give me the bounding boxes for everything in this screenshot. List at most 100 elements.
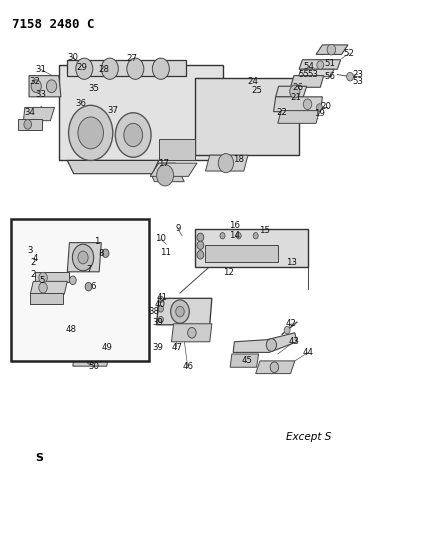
Circle shape — [158, 296, 163, 303]
Circle shape — [116, 113, 151, 157]
Text: 27: 27 — [127, 54, 138, 63]
Circle shape — [327, 44, 336, 55]
Text: 6: 6 — [90, 281, 95, 290]
Text: 18: 18 — [233, 155, 244, 164]
Text: 50: 50 — [89, 362, 100, 370]
Text: 16: 16 — [229, 221, 240, 230]
Text: 2: 2 — [30, 258, 36, 266]
Text: 39: 39 — [152, 343, 163, 352]
Text: 12: 12 — [223, 268, 235, 277]
Text: 28: 28 — [99, 64, 110, 74]
Text: 38: 38 — [148, 307, 159, 316]
Text: 19: 19 — [314, 109, 325, 118]
Circle shape — [171, 300, 189, 323]
Text: 29: 29 — [76, 63, 87, 72]
Circle shape — [127, 58, 144, 79]
Polygon shape — [233, 333, 297, 352]
Text: 52: 52 — [344, 49, 355, 58]
Text: 2: 2 — [30, 270, 36, 279]
Text: 49: 49 — [101, 343, 112, 352]
Text: 30: 30 — [67, 53, 78, 62]
Text: 9: 9 — [175, 224, 181, 233]
Text: 24: 24 — [248, 77, 259, 86]
Polygon shape — [273, 97, 322, 112]
Circle shape — [85, 282, 92, 291]
Circle shape — [124, 123, 143, 147]
Circle shape — [31, 80, 42, 93]
Circle shape — [102, 249, 109, 257]
Text: 51: 51 — [324, 60, 335, 68]
Text: 40: 40 — [154, 300, 165, 309]
Polygon shape — [278, 111, 319, 123]
Text: 1: 1 — [94, 237, 100, 246]
Polygon shape — [230, 354, 259, 367]
Polygon shape — [195, 78, 299, 155]
Text: 21: 21 — [290, 93, 301, 102]
Circle shape — [158, 317, 163, 322]
Circle shape — [316, 104, 322, 111]
Polygon shape — [18, 119, 42, 130]
Text: 5: 5 — [39, 276, 45, 285]
Text: 53: 53 — [352, 77, 363, 86]
Polygon shape — [157, 298, 212, 325]
Text: 55: 55 — [299, 70, 309, 79]
Text: 25: 25 — [251, 86, 262, 95]
Circle shape — [78, 117, 104, 149]
Circle shape — [303, 99, 312, 110]
Text: S: S — [36, 454, 44, 463]
Circle shape — [47, 80, 56, 93]
Polygon shape — [205, 155, 248, 171]
Polygon shape — [159, 139, 195, 160]
Circle shape — [197, 233, 204, 241]
Text: 46: 46 — [182, 362, 193, 370]
Text: 26: 26 — [293, 83, 304, 92]
Polygon shape — [146, 163, 184, 182]
Polygon shape — [256, 361, 295, 374]
Circle shape — [158, 306, 163, 312]
Polygon shape — [30, 281, 67, 294]
Text: 47: 47 — [171, 343, 182, 352]
Text: 34: 34 — [25, 108, 36, 117]
Polygon shape — [30, 293, 63, 304]
Text: Except S: Except S — [286, 432, 332, 442]
Text: 35: 35 — [89, 84, 100, 93]
Text: 7: 7 — [86, 265, 91, 273]
Polygon shape — [298, 69, 334, 77]
Polygon shape — [36, 272, 69, 282]
Circle shape — [197, 241, 204, 249]
Polygon shape — [67, 160, 159, 174]
Text: 39: 39 — [152, 318, 163, 327]
Text: 41: 41 — [157, 293, 168, 302]
Circle shape — [266, 338, 276, 351]
Text: 42: 42 — [286, 319, 297, 328]
Polygon shape — [195, 229, 308, 266]
Circle shape — [176, 306, 184, 317]
Text: 56: 56 — [324, 72, 335, 81]
Polygon shape — [67, 243, 101, 272]
Circle shape — [39, 282, 48, 293]
Text: 14: 14 — [229, 231, 240, 240]
Text: 37: 37 — [107, 106, 118, 115]
Text: 20: 20 — [320, 102, 331, 111]
Circle shape — [68, 106, 113, 160]
Text: 3: 3 — [27, 246, 33, 255]
Text: 53: 53 — [307, 70, 318, 79]
Circle shape — [270, 362, 279, 373]
Circle shape — [24, 119, 32, 129]
Circle shape — [347, 72, 354, 81]
Text: 31: 31 — [35, 64, 46, 74]
Polygon shape — [299, 60, 341, 69]
Text: 23: 23 — [352, 70, 363, 79]
Circle shape — [284, 326, 290, 334]
Circle shape — [69, 276, 76, 285]
Circle shape — [157, 165, 174, 186]
Text: 4: 4 — [33, 254, 38, 263]
Text: 45: 45 — [242, 357, 253, 366]
Polygon shape — [24, 108, 54, 120]
Polygon shape — [29, 76, 61, 97]
Text: 54: 54 — [303, 62, 314, 70]
Circle shape — [152, 58, 169, 79]
Text: 13: 13 — [286, 258, 297, 266]
Polygon shape — [316, 45, 348, 54]
Text: 48: 48 — [66, 325, 77, 334]
